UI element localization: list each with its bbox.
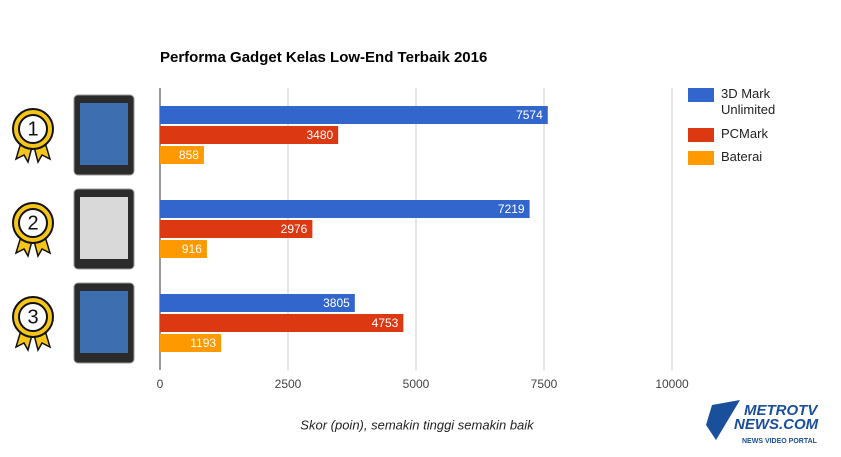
bar: [160, 126, 339, 144]
logo-mark: [706, 400, 740, 440]
badge-inner: [18, 114, 48, 144]
logo: METROTV NEWS.COM NEWS VIDEO PORTAL: [706, 400, 819, 445]
chart-title: Performa Gadget Kelas Low-End Terbaik 20…: [160, 49, 487, 66]
bar: [160, 314, 404, 332]
value-label: 3805: [323, 296, 350, 310]
category-label: 1: [27, 118, 38, 140]
rank-badge: 2: [12, 202, 54, 258]
legend-label: 3D Mark Unlimited: [721, 86, 776, 117]
phone-screen: [80, 103, 128, 165]
value-label: 7574: [516, 108, 543, 122]
legend-swatch: [688, 151, 714, 165]
rank-badge: 1: [12, 108, 54, 164]
bar: [160, 220, 313, 238]
phone-screen: [80, 197, 128, 259]
x-tick-label: 0: [157, 377, 164, 391]
logo-brand: METROTV: [744, 402, 819, 419]
bar: [160, 294, 355, 312]
legend-label: PCMark: [721, 126, 768, 141]
x-tick-label: 7500: [531, 377, 558, 391]
logo-site: NEWS.COM: [734, 416, 819, 433]
category-label: 2: [27, 212, 38, 234]
value-label: 916: [182, 242, 202, 256]
legend-swatch: [688, 88, 714, 102]
logo-tagline: NEWS VIDEO PORTAL: [742, 438, 818, 445]
x-tick-label: 2500: [275, 377, 302, 391]
badge-inner: [18, 208, 48, 238]
legend-label: Baterai: [721, 149, 763, 164]
legend-swatch: [688, 128, 714, 142]
value-label: 1193: [190, 336, 216, 350]
x-tick-label: 5000: [403, 377, 430, 391]
phone-screen: [80, 291, 128, 353]
value-label: 2976: [281, 222, 308, 236]
x-tick-label: 10000: [655, 377, 689, 391]
bar: [160, 334, 222, 352]
x-axis-title: Skor (poin), semakin tinggi semakin baik: [300, 417, 535, 432]
value-label: 7219: [498, 202, 525, 216]
rank-badge: 3: [12, 296, 54, 352]
value-label: 4753: [372, 316, 399, 330]
value-label: 3480: [306, 128, 333, 142]
badge-inner: [18, 302, 48, 332]
category-label: 3: [27, 306, 38, 328]
bar: [160, 240, 207, 258]
bar: [160, 106, 548, 124]
bar: [160, 200, 530, 218]
value-label: 858: [179, 148, 199, 162]
bar: [160, 146, 204, 164]
